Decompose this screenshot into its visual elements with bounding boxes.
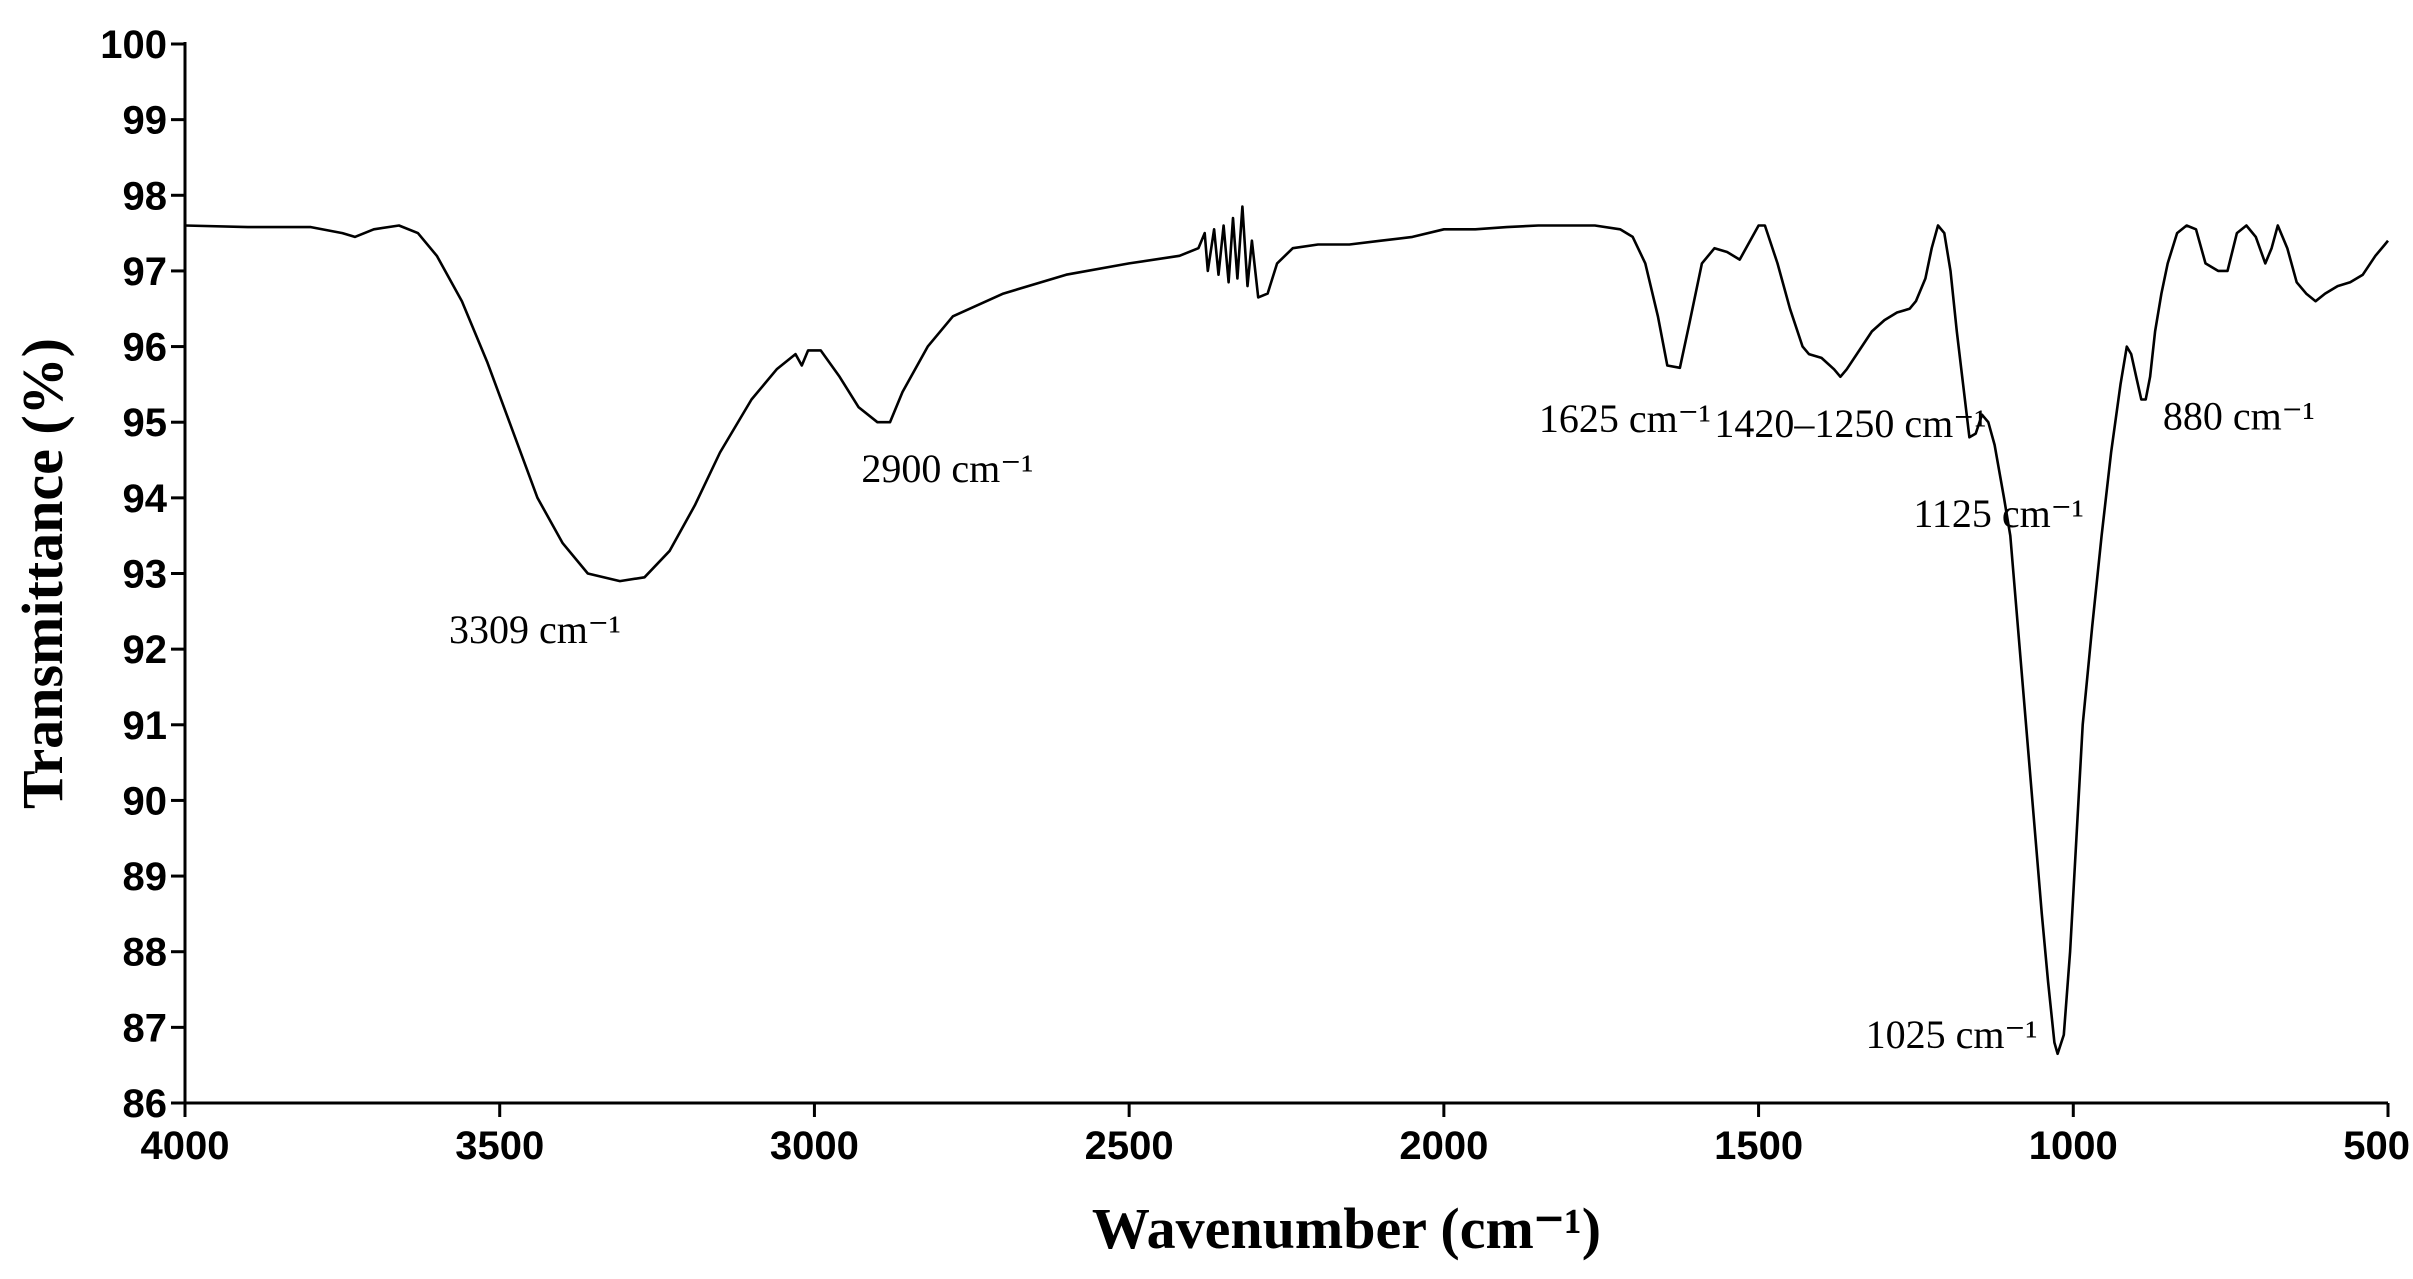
y-tick-label: 88: [123, 931, 168, 975]
peak-annotation: 1025 cm⁻¹: [1866, 1012, 2038, 1057]
y-tick-label: 89: [123, 855, 168, 899]
peak-annotation: 1420–1250 cm⁻¹: [1714, 401, 1986, 446]
y-tick-label: 93: [123, 553, 168, 597]
y-tick-label: 98: [123, 174, 168, 218]
y-tick-label: 100: [100, 23, 167, 67]
x-tick-label: 1000: [2029, 1124, 2118, 1168]
y-tick-label: 92: [123, 628, 168, 672]
y-tick-label: 91: [123, 704, 168, 748]
plot-area: [184, 205, 2390, 1056]
spectrum-line: [184, 205, 2390, 1056]
y-tick-label: 87: [123, 1006, 168, 1050]
x-tick-label: 2000: [1399, 1124, 1488, 1168]
x-tick-label: 500: [2343, 1124, 2410, 1168]
y-tick-label: 94: [123, 477, 168, 521]
axes: [183, 42, 2388, 1105]
y-axis-title: Transmittance (%): [10, 338, 75, 809]
y-tick-label: 86: [123, 1082, 168, 1126]
y-tick-label: 96: [123, 326, 168, 370]
x-tick-label: 1500: [1714, 1124, 1803, 1168]
peak-annotation: 1125 cm⁻¹: [1913, 491, 2084, 536]
y-tick-label: 97: [123, 250, 168, 294]
peak-annotation: 1625 cm⁻¹: [1539, 396, 1711, 441]
x-axis-title: Wavenumber (cm⁻¹): [1092, 1196, 1601, 1261]
peak-annotation: 3309 cm⁻¹: [449, 607, 621, 652]
x-tick-label: 3000: [770, 1124, 859, 1168]
x-tick-label: 2500: [1085, 1124, 1174, 1168]
annotations: 3309 cm⁻¹ 2900 cm⁻¹ 1625 cm⁻¹ 1420–1250 cm⁻…: [449, 394, 2315, 1057]
y-tick-label: 95: [123, 401, 168, 445]
peak-annotation: 880 cm⁻¹: [2163, 394, 2315, 439]
x-tick-label: 3500: [455, 1124, 544, 1168]
x-tick-label: 4000: [141, 1124, 230, 1168]
ticks: 86 87 88 89 90 91 92 93 94 95 96 97 98 99 100 4000 3500 3…: [100, 23, 2410, 1168]
y-tick-label: 90: [123, 779, 168, 823]
peak-annotation: 2900 cm⁻¹: [861, 446, 1033, 491]
y-tick-label: 99: [123, 99, 168, 143]
